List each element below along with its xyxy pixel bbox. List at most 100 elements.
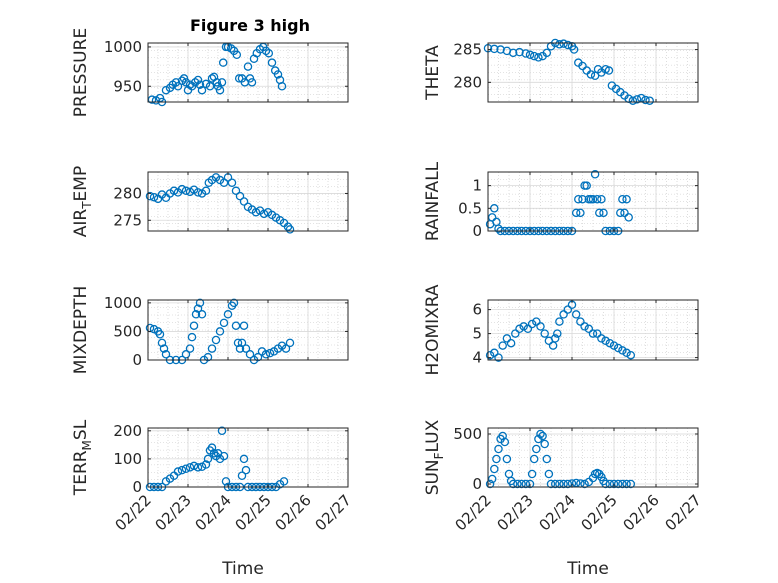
data-point bbox=[586, 70, 596, 79]
data-point bbox=[529, 51, 539, 61]
data-point bbox=[515, 324, 524, 334]
data-point bbox=[574, 194, 583, 204]
subplot-mixdepth: 0 500 1000 MIXDEPTH bbox=[71, 286, 349, 375]
data-point bbox=[285, 338, 295, 348]
y-axis-label: THETA bbox=[423, 45, 443, 101]
data-point bbox=[207, 344, 217, 353]
data-point bbox=[185, 344, 195, 353]
data-point bbox=[243, 62, 253, 71]
data-point bbox=[496, 45, 505, 54]
y-tick-label: 1000 bbox=[104, 294, 142, 312]
data-point bbox=[576, 317, 585, 326]
data-point bbox=[580, 479, 589, 489]
data-point bbox=[628, 96, 638, 105]
x-axis-label: Time bbox=[566, 559, 609, 579]
y-tick-label: 280 bbox=[453, 73, 482, 91]
data-point bbox=[207, 443, 217, 452]
data-point bbox=[511, 329, 520, 338]
data-point bbox=[525, 479, 535, 489]
y-tick-label: 5 bbox=[472, 325, 482, 343]
y-tick-label: 280 bbox=[113, 184, 142, 202]
axes-box bbox=[487, 42, 699, 103]
data-point bbox=[241, 344, 251, 353]
data-point bbox=[215, 327, 225, 336]
data-point bbox=[232, 50, 242, 60]
data-point bbox=[187, 332, 197, 342]
data-point bbox=[189, 461, 199, 471]
data-point bbox=[521, 49, 531, 58]
y-tick-label: 0 bbox=[472, 222, 482, 240]
data-point bbox=[622, 194, 631, 204]
data-point bbox=[616, 208, 625, 218]
y-axis-label: TERRMSL bbox=[71, 419, 94, 496]
data-point bbox=[251, 207, 261, 217]
data-point bbox=[189, 321, 199, 330]
data-point bbox=[490, 348, 499, 358]
x-tick-label: 02/26 bbox=[272, 491, 315, 534]
data-point bbox=[555, 317, 564, 326]
data-point bbox=[527, 319, 537, 329]
data-point bbox=[494, 444, 503, 454]
data-point bbox=[523, 324, 533, 334]
data-point bbox=[492, 217, 501, 227]
data-point bbox=[181, 186, 191, 196]
data-point bbox=[181, 350, 191, 359]
data-point bbox=[605, 338, 615, 348]
x-tick-label: 02/23 bbox=[152, 491, 195, 534]
data-point bbox=[584, 324, 594, 334]
x-tick-label: 02/27 bbox=[662, 491, 705, 534]
data-point bbox=[582, 181, 591, 190]
data-point bbox=[267, 58, 277, 67]
data-point bbox=[624, 213, 633, 222]
data-point bbox=[588, 194, 598, 204]
data-point bbox=[582, 66, 591, 75]
data-point bbox=[237, 471, 247, 481]
data-point bbox=[191, 310, 201, 319]
data-point bbox=[197, 85, 207, 95]
data-point bbox=[239, 197, 249, 206]
axes-box bbox=[147, 299, 349, 361]
x-tick-label: 02/24 bbox=[192, 491, 235, 534]
data-point bbox=[563, 479, 573, 489]
data-point bbox=[597, 472, 606, 482]
data-point bbox=[613, 479, 623, 489]
data-point bbox=[227, 178, 237, 187]
data-point bbox=[218, 58, 228, 67]
data-point bbox=[181, 464, 191, 473]
data-point bbox=[540, 439, 549, 449]
data-point bbox=[534, 53, 543, 62]
data-point bbox=[517, 479, 526, 489]
data-point bbox=[529, 454, 539, 464]
axes-box bbox=[147, 427, 349, 488]
data-point bbox=[618, 346, 627, 355]
data-point bbox=[592, 194, 602, 204]
data-point bbox=[161, 350, 171, 359]
data-point bbox=[145, 191, 155, 201]
data-point bbox=[599, 208, 608, 218]
data-point bbox=[155, 330, 165, 339]
data-point bbox=[247, 78, 257, 87]
data-point bbox=[559, 479, 568, 489]
data-point bbox=[576, 208, 585, 218]
data-point bbox=[201, 460, 211, 469]
data-point bbox=[525, 50, 535, 60]
data-point bbox=[622, 348, 631, 358]
x-tick-label: 02/24 bbox=[536, 491, 579, 534]
data-point bbox=[540, 329, 549, 338]
data-point bbox=[485, 350, 495, 360]
y-axis-label: MIXDEPTH bbox=[71, 286, 91, 375]
data-point bbox=[205, 82, 215, 91]
data-point bbox=[559, 310, 568, 319]
data-point bbox=[487, 474, 497, 484]
subplot-pressure: 950 1000 PRESSURE Figure 3 high bbox=[71, 16, 349, 117]
data-point bbox=[177, 76, 187, 86]
data-point bbox=[632, 95, 642, 104]
data-point bbox=[229, 298, 239, 308]
data-point bbox=[578, 194, 587, 204]
data-point bbox=[555, 479, 564, 489]
data-point bbox=[645, 96, 654, 105]
x-axis-label: Time bbox=[221, 559, 264, 579]
data-point bbox=[519, 322, 528, 331]
data-point bbox=[487, 213, 497, 222]
data-point bbox=[149, 192, 159, 202]
